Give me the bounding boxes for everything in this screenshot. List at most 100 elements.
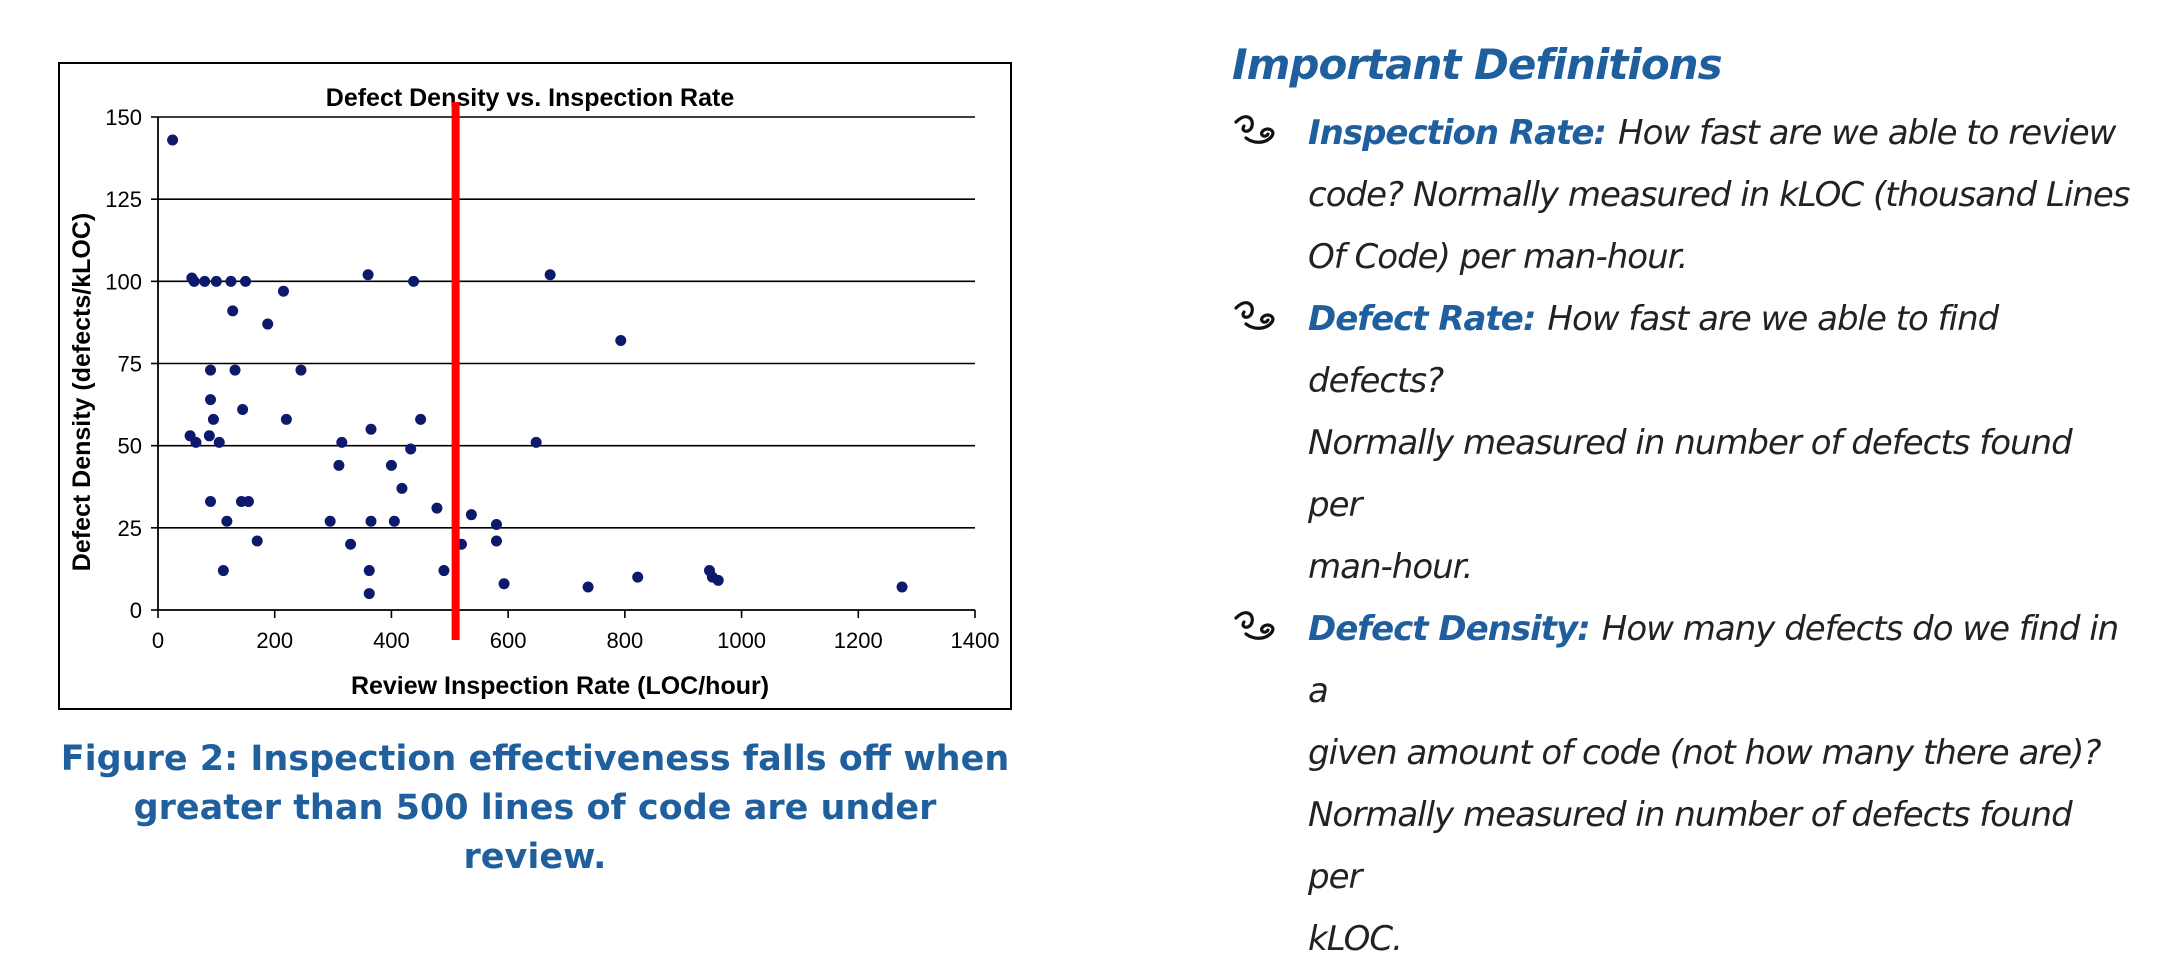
y-tick-label: 75 [118,352,142,377]
data-point [365,423,377,435]
definition-term: Inspection Rate: [1308,113,1607,153]
data-point [465,509,477,521]
data-point [213,436,225,448]
data-point [240,275,252,287]
data-point [388,515,400,527]
definition-text-line: given amount of code (not how many there… [1308,733,2101,773]
definition-text-line: Normally measured in number of defects f… [1308,423,2073,525]
scroll-bullet-icon [1234,611,1275,640]
x-tick-label: 1400 [951,628,1000,653]
data-point [237,404,249,416]
data-points [167,134,908,600]
data-point [544,269,556,281]
data-point [438,565,450,577]
y-tick-label: 100 [105,269,142,294]
definitions-panel: Important Definitions Inspection Rate: Ho… [1232,36,2132,970]
data-point [405,443,417,455]
data-point [396,482,408,494]
definition-text-line: code? Normally measured in kLOC (thousan… [1308,175,2131,215]
figure-caption: Figure 2: Inspection effectiveness falls… [60,735,1010,882]
axes [151,116,976,618]
definition-text-line: kLOC. [1308,919,1403,959]
y-tick-label: 25 [118,516,142,541]
definition-term: Defect Density: [1308,609,1591,649]
data-point [333,459,345,471]
data-point [229,364,241,376]
chart-frame [58,62,1012,710]
data-point [188,275,200,287]
grid-lines [158,116,975,529]
data-point [205,496,217,508]
x-tick-label: 600 [490,628,527,653]
definition-text-line: Normally measured in number of defects f… [1308,795,2073,897]
y-tick-label: 0 [130,598,142,623]
data-point [362,269,374,281]
y-tick-label: 50 [118,434,142,459]
data-point [431,502,443,514]
x-tick-label: 1000 [717,628,766,653]
definition-term: Defect Rate: [1308,299,1536,339]
data-point [167,134,179,146]
data-point [251,535,263,547]
data-point [199,275,211,287]
data-point [277,285,289,297]
data-point [345,538,357,550]
y-tick-label: 150 [105,105,142,130]
definitions-list: Inspection Rate: How fast are we able to … [1232,102,2132,970]
data-point [615,334,627,346]
caption-line-2: greater than 500 lines of code are under… [133,788,937,877]
data-point [221,515,233,527]
data-point [363,565,375,577]
data-point [225,275,237,287]
data-point [632,571,644,583]
data-point [582,581,594,593]
y-tick-label: 125 [105,187,142,212]
x-tick-label: 400 [373,628,410,653]
data-point [336,436,348,448]
definition-item: Defect Density: How many defects do we fi… [1232,598,2132,970]
data-point [262,318,274,330]
x-axis-label: Review Inspection Rate (LOC/hour) [351,672,769,700]
definition-text-line: How many defects do we find in a [1308,609,2119,711]
data-point [203,430,215,442]
data-point [205,364,217,376]
definition-text-line: How fast are we able to review [1618,113,2116,153]
data-point [365,515,377,527]
data-point [498,578,510,590]
x-tick-label: 1200 [834,628,883,653]
data-point [712,574,724,586]
definition-text-line: Of Code) per man-hour. [1308,237,1688,277]
definition-item: Defect Rate: How fast are we able to find… [1232,288,2132,598]
data-point [490,535,502,547]
caption-line-1: Figure 2: Inspection effectiveness falls… [60,739,1010,779]
data-point [408,275,420,287]
data-point [207,413,219,425]
data-point [242,496,254,508]
data-point [490,519,502,531]
data-point [363,588,375,600]
data-point [896,581,908,593]
definition-text-line: How fast are we able to find defects? [1308,299,1999,401]
scatter-chart: Defect Density vs. Inspection Rate 0 25 50… [68,84,999,700]
definition-text-line: man-hour. [1308,547,1473,587]
data-point [530,436,542,448]
data-point [227,305,239,317]
data-point [324,515,336,527]
data-point [385,459,397,471]
data-point [295,364,307,376]
data-point [280,413,292,425]
data-point [217,565,229,577]
y-axis-label: Defect Density (defects/kLOC) [68,213,96,571]
scroll-bullet-icon [1234,115,1275,144]
x-tick-label: 800 [606,628,643,653]
data-point [415,413,427,425]
chart-title: Defect Density vs. Inspection Rate [326,84,735,112]
data-point [210,275,222,287]
x-tick-label: 200 [256,628,293,653]
data-point [190,436,202,448]
definitions-heading: Important Definitions [1232,40,1723,89]
data-point [205,394,217,406]
definition-item: Inspection Rate: How fast are we able to … [1232,102,2132,288]
scroll-bullet-icon [1234,301,1275,330]
tick-labels: 0 25 50 75 100 125 150 0 200 400 600 800 1000 1200 140… [105,105,999,653]
